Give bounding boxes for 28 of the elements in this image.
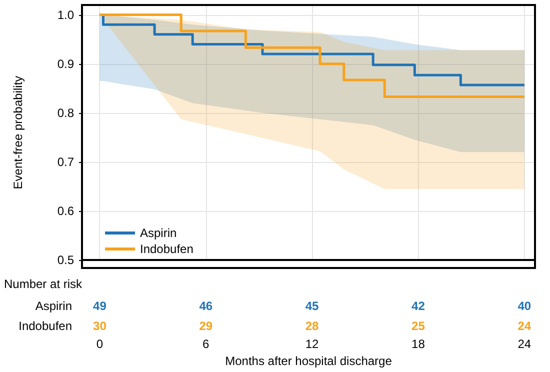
y-tick-label: 0.7 — [57, 154, 74, 169]
text: Aspirin — [35, 299, 72, 313]
x-tick-label: 24 — [518, 337, 532, 352]
y-tick-label: 0.9 — [57, 56, 74, 71]
text: 42 — [412, 299, 426, 313]
text: 29 — [199, 319, 213, 333]
y-tick-label: 1.0 — [57, 8, 74, 22]
text: 46 — [199, 299, 213, 313]
text: 28 — [305, 319, 320, 333]
text: Number at risk — [4, 277, 84, 291]
x-tick-label: 0 — [96, 337, 104, 352]
y-tick-label: 0.6 — [57, 204, 74, 218]
text: 40 — [518, 299, 532, 313]
text: 30 — [93, 319, 107, 333]
y-tick-label: 0.5 — [57, 253, 74, 268]
x-tick-label: 6 — [202, 337, 210, 352]
y-axis-title: Event-free probability — [11, 76, 25, 190]
legend-label: Indobufen — [140, 242, 194, 256]
text: Indobufen — [18, 319, 72, 333]
legend-label: Aspirin — [140, 226, 177, 240]
text: 24 — [518, 319, 532, 333]
text: 45 — [305, 299, 320, 313]
text: 25 — [412, 319, 426, 333]
x-tick-label: 18 — [412, 337, 426, 352]
y-tick-label: 0.8 — [57, 106, 74, 120]
text: 49 — [93, 299, 107, 313]
x-axis-title: Months after hospital discharge — [225, 354, 392, 368]
x-tick-label: 12 — [305, 337, 320, 352]
